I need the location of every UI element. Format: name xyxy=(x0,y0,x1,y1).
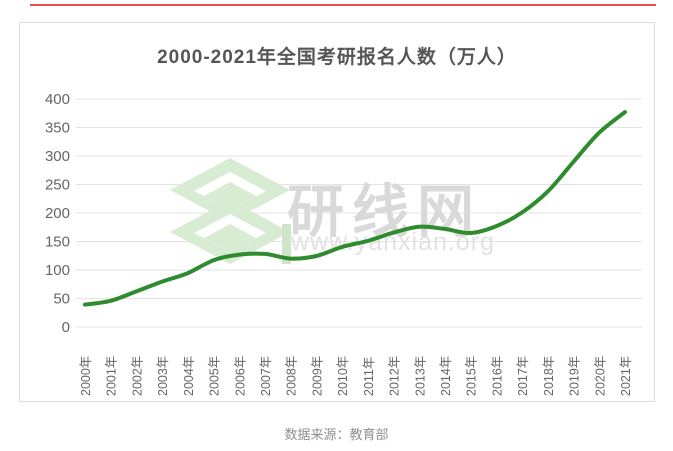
x-axis-tick-label: 2009年 xyxy=(310,356,324,396)
x-axis-tick-label: 2017年 xyxy=(516,356,530,396)
data-source-text: 数据来源：教育部 xyxy=(284,427,389,442)
chart-card xyxy=(19,22,655,402)
x-axis-tick-label: 2021年 xyxy=(619,356,633,396)
x-axis-tick-label: 2018年 xyxy=(542,356,556,396)
x-axis-tick-label: 2005年 xyxy=(208,356,222,396)
x-axis-tick-label: 2001年 xyxy=(105,356,119,396)
y-axis-tick-label: 350 xyxy=(45,120,70,137)
y-axis-tick-label: 400 xyxy=(45,91,70,108)
x-axis-tick-label: 2015年 xyxy=(465,356,479,396)
y-axis-tick-label: 50 xyxy=(53,291,70,308)
x-axis-tick-label: 2008年 xyxy=(285,356,299,396)
x-axis-tick-label: 2003年 xyxy=(156,356,170,396)
series-line xyxy=(83,110,627,307)
y-axis-tick-label: 300 xyxy=(45,148,70,165)
x-axis-tick-label: 2004年 xyxy=(182,356,196,396)
x-axis-tick-label: 2020年 xyxy=(593,356,607,396)
chart-title: 2000-2021年全国考研报名人数（万人） xyxy=(157,47,517,68)
x-axis-tick-label: 2011年 xyxy=(362,357,376,396)
x-axis-tick-label: 2016年 xyxy=(490,356,504,396)
x-axis-tick-label: 2012年 xyxy=(388,356,402,396)
y-axis-tick-label: 0 xyxy=(62,319,70,336)
x-axis-tick-label: 2013年 xyxy=(413,356,427,396)
x-axis-tick-label: 2014年 xyxy=(439,356,453,396)
top-accent-line xyxy=(30,4,656,6)
y-axis-tick-label: 150 xyxy=(45,234,70,251)
x-axis-tick-label: 2002年 xyxy=(130,356,144,396)
y-axis-tick-label: 100 xyxy=(45,262,70,279)
x-axis-tick-label: 2006年 xyxy=(233,356,247,396)
x-axis-tick-label: 2007年 xyxy=(259,356,273,396)
x-axis-tick-label: 2000年 xyxy=(79,356,93,396)
x-axis-tick-label: 2010年 xyxy=(336,356,350,396)
x-axis-tick-label: 2019年 xyxy=(568,356,582,396)
y-axis-tick-label: 200 xyxy=(45,205,70,222)
y-axis-tick-label: 250 xyxy=(45,177,70,194)
